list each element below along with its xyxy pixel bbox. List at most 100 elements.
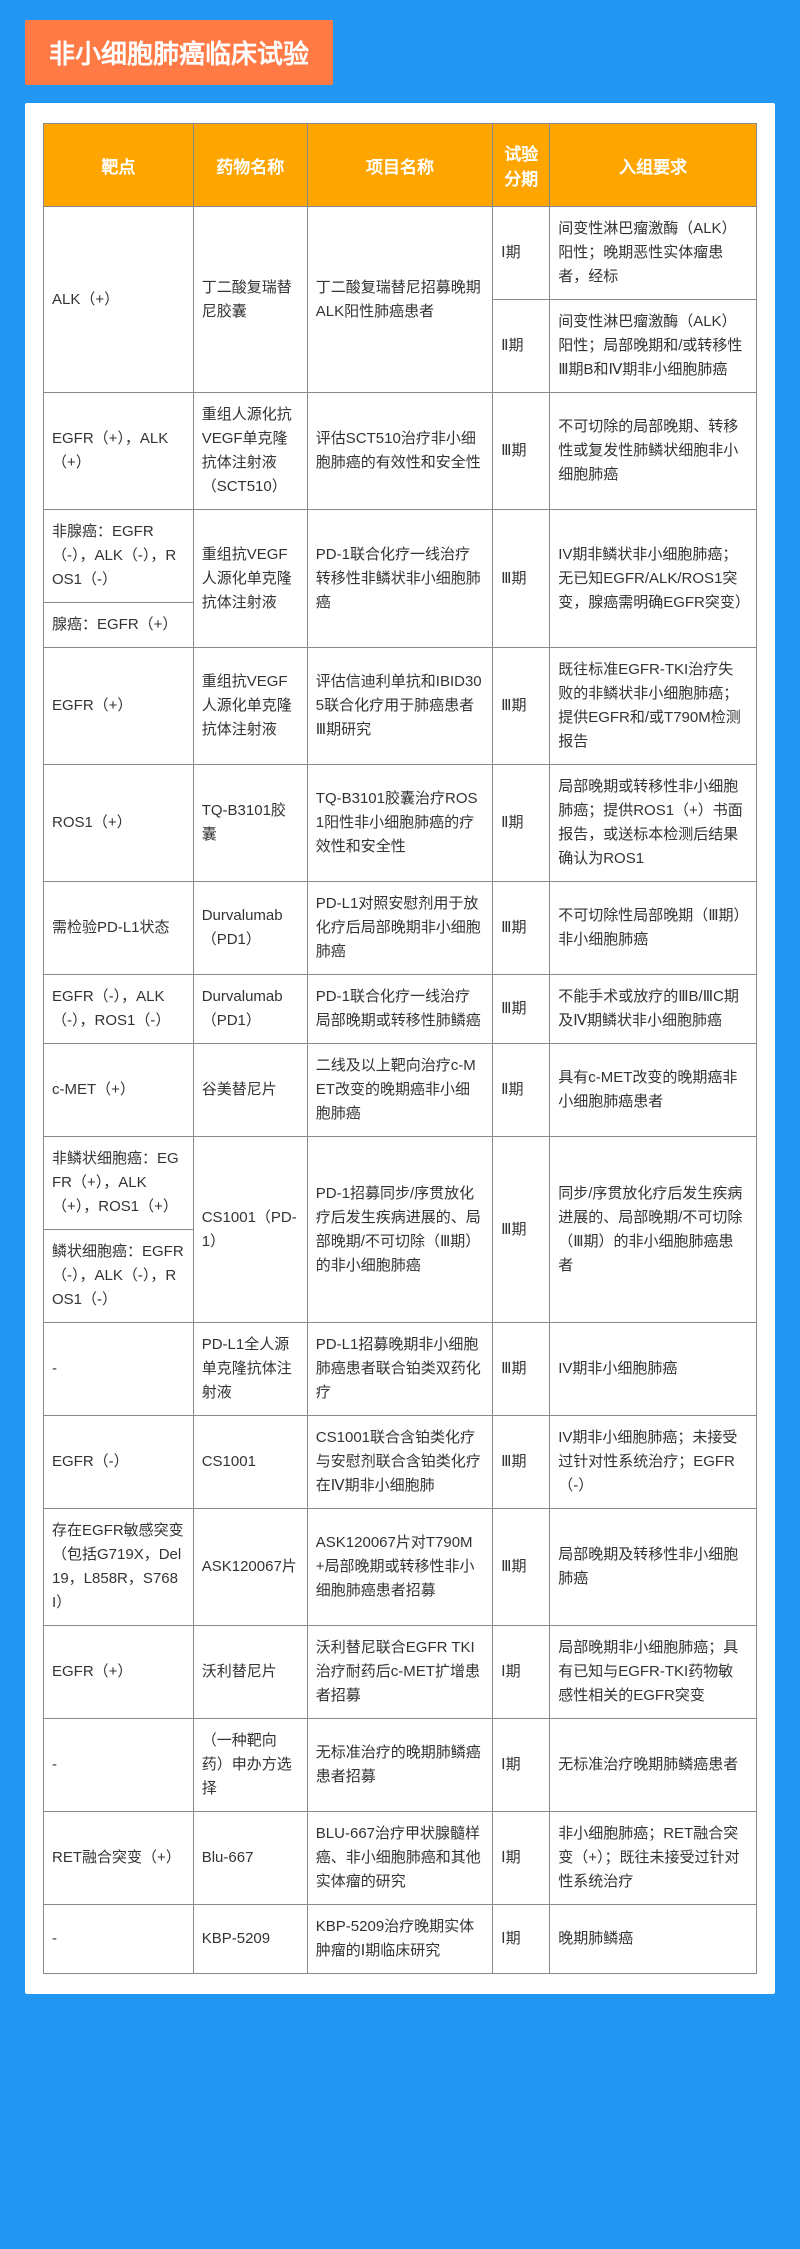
table-cell: TQ-B3101胶囊治疗ROS1阳性非小细胞肺癌的疗效性和安全性 [307, 765, 492, 882]
table-cell: Ⅱ期 [493, 765, 550, 882]
page-container: 非小细胞肺癌临床试验 靶点 药物名称 项目名称 试验分期 入组要求 ALK（+）… [0, 0, 800, 2024]
table-cell: PD-1联合化疗一线治疗局部晚期或转移性肺鳞癌 [307, 975, 492, 1044]
table-cell: Ⅲ期 [493, 1416, 550, 1509]
table-cell: Ⅲ期 [493, 882, 550, 975]
table-cell: Ⅰ期 [493, 1719, 550, 1812]
table-cell: ROS1（+） [44, 765, 194, 882]
table-cell: 不可切除的局部晚期、转移性或复发性肺鳞状细胞非小细胞肺癌 [550, 393, 757, 510]
table-cell: （一种靶向药）申办方选择 [193, 1719, 307, 1812]
table-cell: - [44, 1323, 194, 1416]
table-cell: BLU-667治疗甲状腺髓样癌、非小细胞肺癌和其他实体瘤的研究 [307, 1812, 492, 1905]
table-row: c-MET（+）谷美替尼片二线及以上靶向治疗c-MET改变的晚期癌非小细胞肺癌Ⅱ… [44, 1044, 757, 1137]
table-cell: TQ-B3101胶囊 [193, 765, 307, 882]
table-row: 存在EGFR敏感突变（包括G719X，Del 19，L858R，S768I）AS… [44, 1509, 757, 1626]
table-cell: PD-1招募同步/序贯放化疗后发生疾病进展的、局部晚期/不可切除（Ⅲ期）的非小细… [307, 1137, 492, 1323]
table-cell: EGFR（+） [44, 648, 194, 765]
table-row: RET融合突变（+）Blu-667BLU-667治疗甲状腺髓样癌、非小细胞肺癌和… [44, 1812, 757, 1905]
table-cell: 非腺癌：EGFR（-），ALK（-），ROS1（-） [44, 510, 194, 603]
table-cell: PD-L1招募晚期非小细胞肺癌患者联合铂类双药化疗 [307, 1323, 492, 1416]
table-cell: 局部晚期及转移性非小细胞肺癌 [550, 1509, 757, 1626]
page-title: 非小细胞肺癌临床试验 [25, 20, 333, 85]
content-panel: 靶点 药物名称 项目名称 试验分期 入组要求 ALK（+）丁二酸复瑞替尼胶囊丁二… [25, 103, 775, 1994]
table-cell: EGFR（-），ALK（-），ROS1（-） [44, 975, 194, 1044]
table-row: EGFR（-）CS1001CS1001联合含铂类化疗与安慰剂联合含铂类化疗在Ⅳ期… [44, 1416, 757, 1509]
table-cell: 沃利替尼片 [193, 1626, 307, 1719]
table-cell: 二线及以上靶向治疗c-MET改变的晚期癌非小细胞肺癌 [307, 1044, 492, 1137]
table-cell: KBP-5209 [193, 1905, 307, 1974]
table-row: 需检验PD-L1状态Durvalumab（PD1）PD-L1对照安慰剂用于放化疗… [44, 882, 757, 975]
table-row: EGFR（+）沃利替尼片沃利替尼联合EGFR TKI治疗耐药后c-MET扩增患者… [44, 1626, 757, 1719]
table-cell: ASK120067片 [193, 1509, 307, 1626]
table-cell: Ⅲ期 [493, 1509, 550, 1626]
table-cell: Ⅲ期 [493, 1323, 550, 1416]
table-cell: Ⅰ期 [493, 1626, 550, 1719]
table-cell: IV期非小细胞肺癌；未接受过针对性系统治疗；EGFR（-） [550, 1416, 757, 1509]
col-target: 靶点 [44, 124, 194, 207]
col-criteria: 入组要求 [550, 124, 757, 207]
table-cell: Ⅲ期 [493, 1137, 550, 1323]
table-cell: - [44, 1905, 194, 1974]
table-cell: 重组抗VEGF人源化单克隆抗体注射液 [193, 648, 307, 765]
table-cell: 同步/序贯放化疗后发生疾病进展的、局部晚期/不可切除（Ⅲ期）的非小细胞肺癌患者 [550, 1137, 757, 1323]
table-cell: 间变性淋巴瘤激酶（ALK）阳性；晚期恶性实体瘤患者，经标 [550, 207, 757, 300]
table-row: EGFR（+）重组抗VEGF人源化单克隆抗体注射液评估信迪利单抗和IBID305… [44, 648, 757, 765]
table-row: 非腺癌：EGFR（-），ALK（-），ROS1（-）重组抗VEGF人源化单克隆抗… [44, 510, 757, 603]
table-cell: 既往标准EGFR-TKI治疗失败的非鳞状非小细胞肺癌；提供EGFR和/或T790… [550, 648, 757, 765]
table-cell: 具有c-MET改变的晚期癌非小细胞肺癌患者 [550, 1044, 757, 1137]
table-cell: EGFR（+），ALK（+） [44, 393, 194, 510]
clinical-trial-table: 靶点 药物名称 项目名称 试验分期 入组要求 ALK（+）丁二酸复瑞替尼胶囊丁二… [43, 123, 757, 1974]
table-row: 非鳞状细胞癌：EGFR（+），ALK（+），ROS1（+）CS1001（PD-1… [44, 1137, 757, 1230]
table-row: EGFR（+），ALK（+）重组人源化抗VEGF单克隆抗体注射液（SCT510）… [44, 393, 757, 510]
table-cell: KBP-5209治疗晚期实体肿瘤的Ⅰ期临床研究 [307, 1905, 492, 1974]
table-cell: EGFR（+） [44, 1626, 194, 1719]
table-row: -PD-L1全人源单克隆抗体注射液PD-L1招募晚期非小细胞肺癌患者联合铂类双药… [44, 1323, 757, 1416]
table-cell: 沃利替尼联合EGFR TKI治疗耐药后c-MET扩增患者招募 [307, 1626, 492, 1719]
table-cell: Ⅲ期 [493, 393, 550, 510]
table-cell: IV期非小细胞肺癌 [550, 1323, 757, 1416]
table-cell: Ⅰ期 [493, 1812, 550, 1905]
table-cell: Ⅱ期 [493, 300, 550, 393]
table-cell: Ⅰ期 [493, 207, 550, 300]
table-cell: 局部晚期或转移性非小细胞肺癌；提供ROS1（+）书面报告，或送标本检测后结果确认… [550, 765, 757, 882]
table-cell: ALK（+） [44, 207, 194, 393]
col-phase: 试验分期 [493, 124, 550, 207]
table-cell: 间变性淋巴瘤激酶（ALK）阳性；局部晚期和/或转移性Ⅲ期B和Ⅳ期非小细胞肺癌 [550, 300, 757, 393]
table-cell: Durvalumab（PD1） [193, 975, 307, 1044]
table-cell: 无标准治疗晚期肺鳞癌患者 [550, 1719, 757, 1812]
table-cell: Ⅲ期 [493, 510, 550, 648]
col-project: 项目名称 [307, 124, 492, 207]
table-cell: 重组人源化抗VEGF单克隆抗体注射液（SCT510） [193, 393, 307, 510]
table-cell: Durvalumab（PD1） [193, 882, 307, 975]
table-cell: 不能手术或放疗的ⅢB/ⅢC期及Ⅳ期鳞状非小细胞肺癌 [550, 975, 757, 1044]
table-cell: 不可切除性局部晚期（Ⅲ期）非小细胞肺癌 [550, 882, 757, 975]
table-cell: 腺癌：EGFR（+） [44, 603, 194, 648]
table-cell: 重组抗VEGF人源化单克隆抗体注射液 [193, 510, 307, 648]
table-cell: Ⅲ期 [493, 648, 550, 765]
table-row: -KBP-5209KBP-5209治疗晚期实体肿瘤的Ⅰ期临床研究Ⅰ期晚期肺鳞癌 [44, 1905, 757, 1974]
table-cell: CS1001联合含铂类化疗与安慰剂联合含铂类化疗在Ⅳ期非小细胞肺 [307, 1416, 492, 1509]
table-cell: 鳞状细胞癌：EGFR（-），ALK（-），ROS1（-） [44, 1230, 194, 1323]
table-cell: 丁二酸复瑞替尼胶囊 [193, 207, 307, 393]
table-row: -（一种靶向药）申办方选择无标准治疗的晚期肺鳞癌患者招募Ⅰ期无标准治疗晚期肺鳞癌… [44, 1719, 757, 1812]
table-cell: 非鳞状细胞癌：EGFR（+），ALK（+），ROS1（+） [44, 1137, 194, 1230]
table-cell: ASK120067片对T790M+局部晚期或转移性非小细胞肺癌患者招募 [307, 1509, 492, 1626]
table-cell: Blu-667 [193, 1812, 307, 1905]
table-cell: 评估信迪利单抗和IBID305联合化疗用于肺癌患者Ⅲ期研究 [307, 648, 492, 765]
table-cell: PD-L1对照安慰剂用于放化疗后局部晚期非小细胞肺癌 [307, 882, 492, 975]
table-cell: CS1001（PD-1） [193, 1137, 307, 1323]
table-row: EGFR（-），ALK（-），ROS1（-）Durvalumab（PD1）PD-… [44, 975, 757, 1044]
table-cell: 晚期肺鳞癌 [550, 1905, 757, 1974]
table-cell: Ⅱ期 [493, 1044, 550, 1137]
table-cell: CS1001 [193, 1416, 307, 1509]
table-cell: RET融合突变（+） [44, 1812, 194, 1905]
table-cell: 无标准治疗的晚期肺鳞癌患者招募 [307, 1719, 492, 1812]
table-cell: IV期非鳞状非小细胞肺癌；无已知EGFR/ALK/ROS1突变，腺癌需明确EGF… [550, 510, 757, 648]
table-cell: 需检验PD-L1状态 [44, 882, 194, 975]
table-cell: 谷美替尼片 [193, 1044, 307, 1137]
table-cell: Ⅲ期 [493, 975, 550, 1044]
table-cell: c-MET（+） [44, 1044, 194, 1137]
col-drug: 药物名称 [193, 124, 307, 207]
table-header-row: 靶点 药物名称 项目名称 试验分期 入组要求 [44, 124, 757, 207]
table-row: ALK（+）丁二酸复瑞替尼胶囊丁二酸复瑞替尼招募晚期ALK阳性肺癌患者Ⅰ期间变性… [44, 207, 757, 300]
table-cell: - [44, 1719, 194, 1812]
